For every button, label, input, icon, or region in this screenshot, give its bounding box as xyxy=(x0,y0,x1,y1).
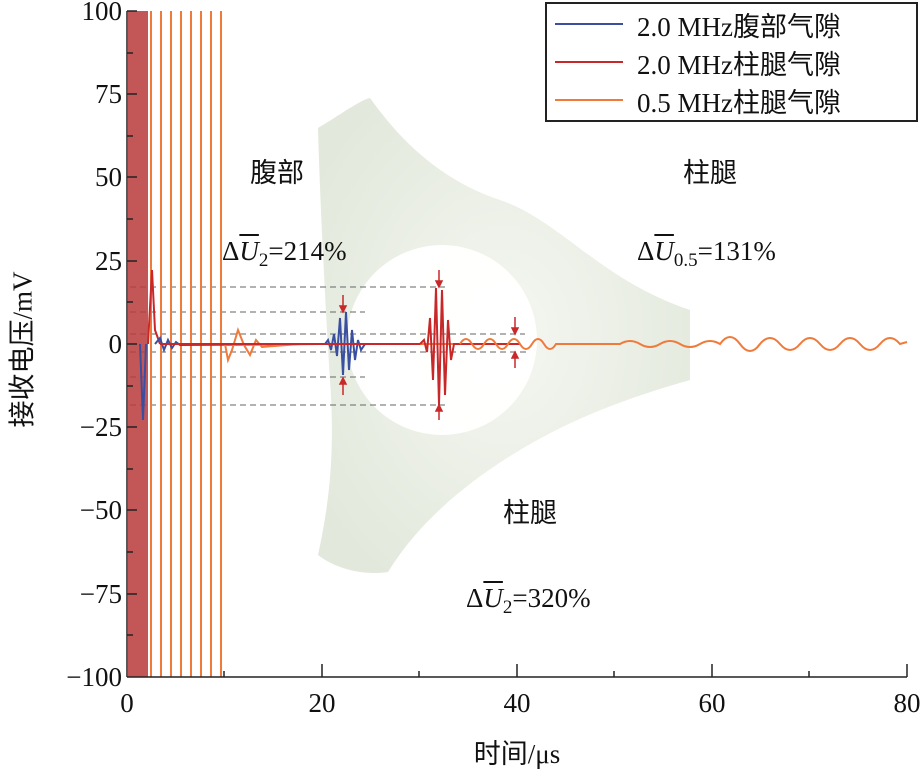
y-tick-label: 100 xyxy=(81,0,123,26)
y-tick-label: 25 xyxy=(95,246,122,276)
annotation-abdomen-title: 腹部 xyxy=(250,158,304,188)
y-tick-label: 50 xyxy=(95,162,122,192)
subscript: 2 xyxy=(502,597,513,618)
y-tick-label: 75 xyxy=(95,79,122,109)
y-tick-label: −75 xyxy=(79,579,122,609)
amplitude-arrows xyxy=(338,270,520,420)
u-bar-symbol: U xyxy=(654,236,674,266)
legend-label: 2.0 MHz腹部气隙 xyxy=(637,11,841,42)
x-axis-label: 时间/μs xyxy=(473,739,561,769)
legend-swatch xyxy=(555,99,623,101)
subscript: 0.5 xyxy=(673,250,698,271)
annotation-leg-bottom-value: ΔU2=320% xyxy=(466,583,591,623)
x-tick-label: 80 xyxy=(893,688,921,718)
y-tick-label: 0 xyxy=(108,329,123,359)
x-tick-label: 60 xyxy=(698,688,726,718)
annotation-leg-right-title: 柱腿 xyxy=(683,158,737,188)
legend-label: 0.5 MHz柱腿气隙 xyxy=(637,87,841,118)
axes xyxy=(126,10,908,678)
annotation-leg-bottom-title: 柱腿 xyxy=(503,498,557,528)
delta-symbol: Δ xyxy=(222,236,240,266)
legend-swatch xyxy=(555,23,623,25)
legend-item: 2.0 MHz腹部气隙 xyxy=(555,6,841,42)
x-tick-label: 0 xyxy=(120,688,134,718)
annotation-leg-right-value: ΔU0.5=131% xyxy=(637,236,776,276)
percent-value: =131% xyxy=(697,236,776,266)
legend: 2.0 MHz腹部气隙 2.0 MHz柱腿气隙 0.5 MHz柱腿气隙 xyxy=(545,2,918,122)
u-bar-symbol: U xyxy=(239,236,259,266)
y-tick-label: −100 xyxy=(66,662,122,692)
delta-symbol: Δ xyxy=(466,583,484,613)
y-tick-label: −50 xyxy=(79,495,122,525)
legend-item: 0.5 MHz柱腿气隙 xyxy=(555,82,841,118)
legend-item: 2.0 MHz柱腿气隙 xyxy=(555,44,841,80)
percent-value: =214% xyxy=(268,236,347,266)
x-tick-label: 40 xyxy=(503,688,531,718)
subscript: 2 xyxy=(258,250,269,271)
legend-label: 2.0 MHz柱腿气隙 xyxy=(637,49,841,80)
percent-value: =320% xyxy=(512,583,591,613)
delta-symbol: Δ xyxy=(637,236,655,266)
u-bar-symbol: U xyxy=(483,583,503,613)
annotation-abdomen-value: ΔU2=214% xyxy=(222,236,347,276)
y-tick-label: −25 xyxy=(79,412,122,442)
reference-lines xyxy=(130,286,530,406)
transformer-core-illustration xyxy=(318,98,690,574)
y-axis-label: 接收电压/mV xyxy=(7,271,38,428)
x-tick-label: 20 xyxy=(308,688,336,718)
legend-swatch xyxy=(555,61,623,63)
